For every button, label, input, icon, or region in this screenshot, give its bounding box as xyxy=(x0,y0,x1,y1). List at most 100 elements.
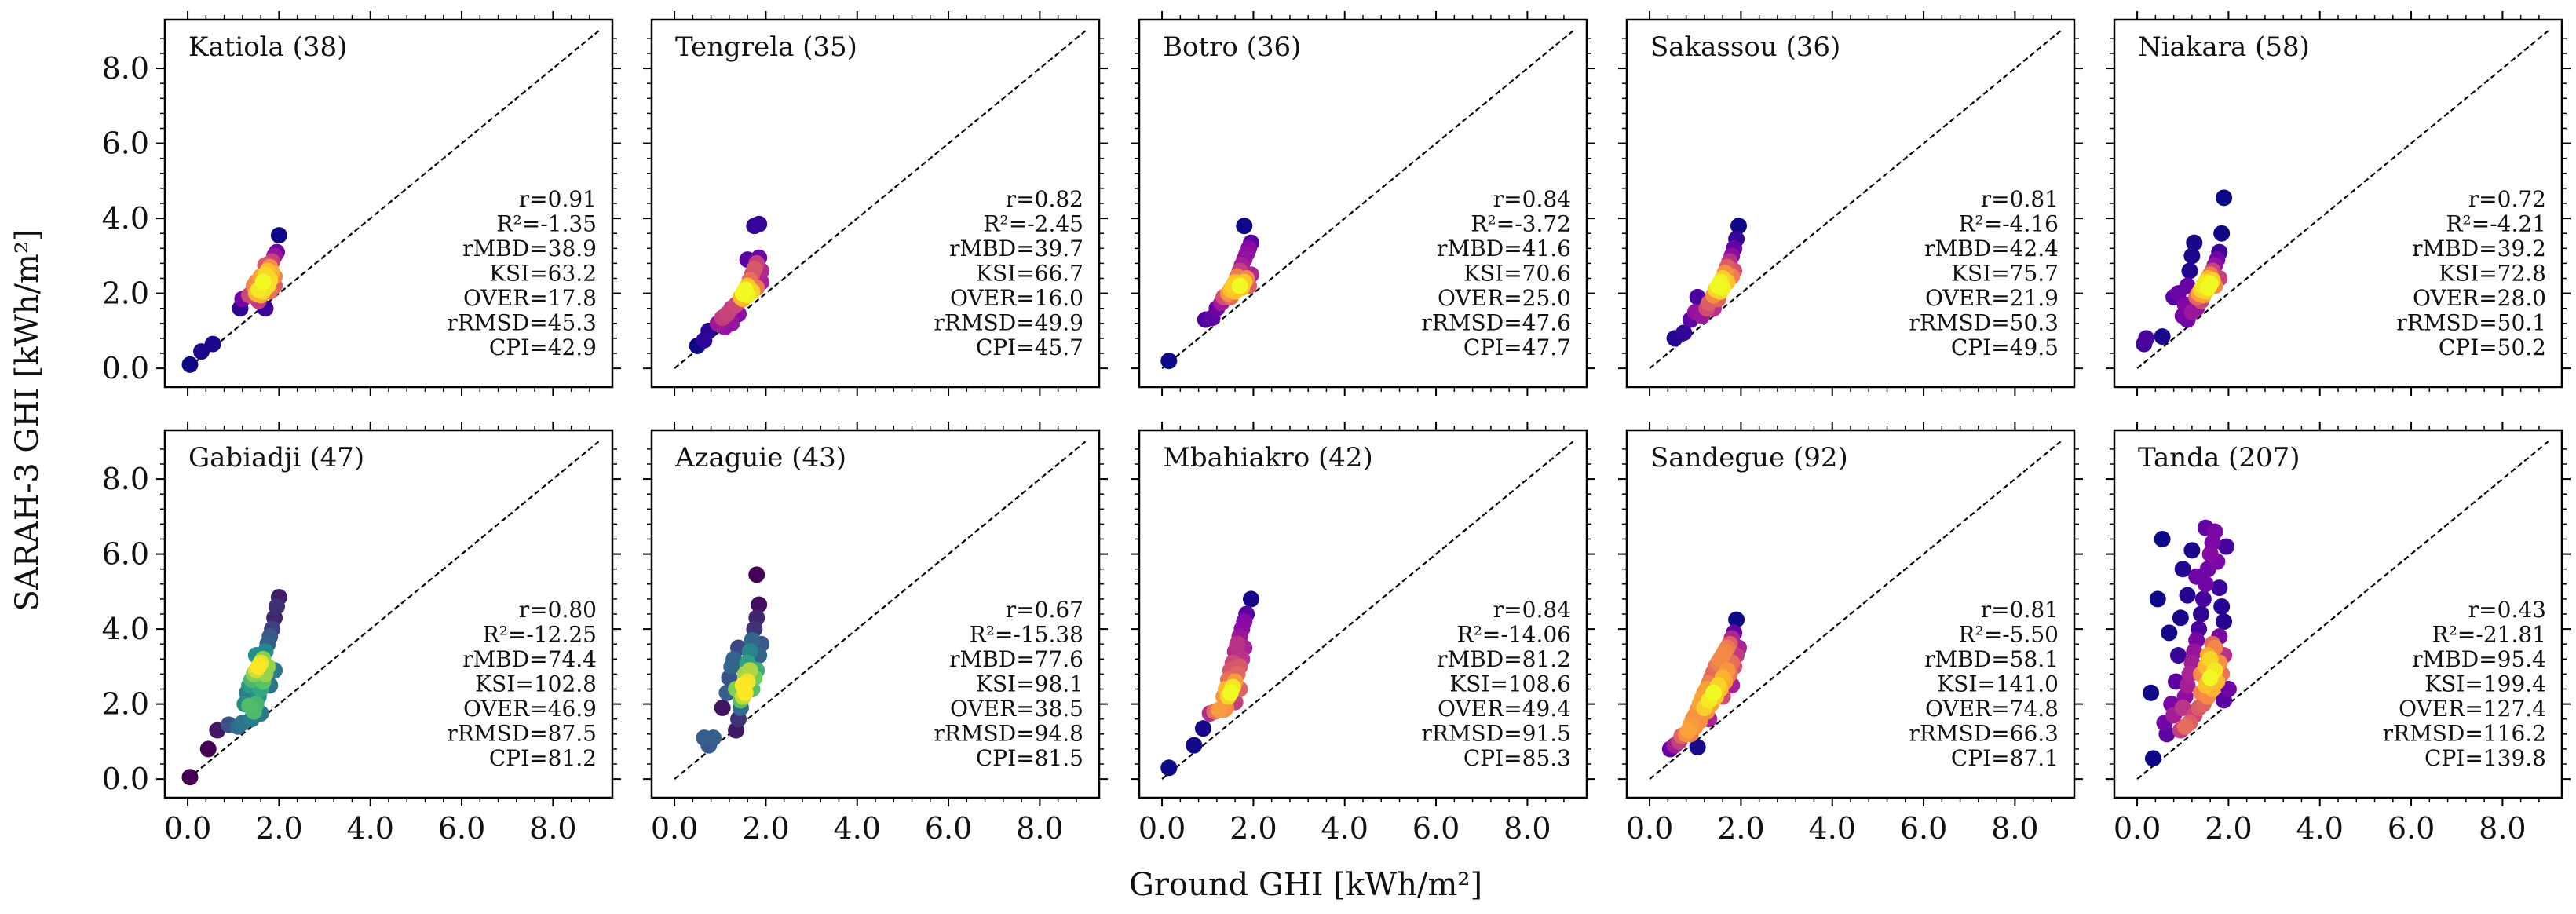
stat-line: rMBD=39.7 xyxy=(949,236,1083,261)
stat-line: OVER=38.5 xyxy=(950,696,1083,722)
data-point xyxy=(1728,611,1745,628)
x-tick-label: 8.0 xyxy=(529,811,576,846)
stat-line: r=0.81 xyxy=(1981,597,2059,623)
data-point xyxy=(714,699,731,716)
x-tick-label: 6.0 xyxy=(1412,811,1460,846)
data-point xyxy=(2172,609,2189,627)
stat-line: OVER=21.9 xyxy=(1925,285,2059,311)
data-point xyxy=(2201,669,2219,686)
stat-line: R²=-4.21 xyxy=(2446,211,2546,237)
x-tick-label: 6.0 xyxy=(1900,811,1947,846)
stat-line: R²=-2.45 xyxy=(983,211,1083,237)
stat-line: r=0.67 xyxy=(1006,597,1083,623)
stat-line: rRMSD=50.3 xyxy=(1909,310,2059,336)
x-tick-label: 2.0 xyxy=(1230,811,1277,846)
data-point xyxy=(734,677,751,694)
stat-line: KSI=108.6 xyxy=(1449,671,1571,697)
one-to-one-line xyxy=(1649,441,2062,780)
stat-line: rMBD=42.4 xyxy=(1924,236,2059,261)
stat-line: R²=-14.06 xyxy=(1457,622,1571,648)
panel-6: 0.0 2.0 4.0 6.0 8.0 Azaguie (43) r=0.67R²=-15.… xyxy=(643,422,1108,846)
data-point xyxy=(1160,353,1178,370)
stat-line: r=0.43 xyxy=(2468,597,2546,623)
stat-line: rRMSD=45.3 xyxy=(447,310,597,336)
y-tick-label: 2.0 xyxy=(102,687,149,722)
stat-line: CPI=139.8 xyxy=(2424,745,2546,771)
stat-line: CPI=50.2 xyxy=(2439,335,2546,360)
stat-line: OVER=17.8 xyxy=(463,285,597,311)
stat-line: rRMSD=49.9 xyxy=(934,310,1083,336)
stat-line: OVER=127.4 xyxy=(2399,696,2546,722)
data-point xyxy=(751,596,768,613)
stat-line: CPI=45.7 xyxy=(976,335,1083,360)
panel-5: 0.0 2.0 4.0 6.0 8.0 0.0 2.0 4.0 6.0 8.0 Gabiadji (… xyxy=(102,422,621,846)
stat-line: rRMSD=47.6 xyxy=(1421,310,1571,336)
panel-title: Sandegue (92) xyxy=(1650,442,1848,473)
panel-9: 0.0 2.0 4.0 6.0 8.0 Tanda (207) r=0.43R²=-21.8… xyxy=(2106,422,2571,846)
data-point xyxy=(1675,324,1693,342)
stat-line: KSI=70.6 xyxy=(1463,261,1571,287)
y-tick-label: 6.0 xyxy=(102,126,149,161)
stat-line: r=0.72 xyxy=(2468,186,2546,212)
stat-line: OVER=74.8 xyxy=(1925,696,2059,722)
stat-line: CPI=81.2 xyxy=(489,745,597,771)
data-point xyxy=(2211,579,2228,597)
panel-title: Niakara (58) xyxy=(2138,31,2310,63)
data-point xyxy=(2149,590,2166,608)
data-point xyxy=(2194,590,2212,608)
stat-line: rMBD=81.2 xyxy=(1437,646,1571,672)
x-tick-label: 2.0 xyxy=(1717,811,1764,846)
stat-line: OVER=46.9 xyxy=(463,696,597,722)
stat-line: KSI=66.7 xyxy=(976,261,1083,287)
panel-title: Katiola (38) xyxy=(188,31,347,63)
stat-line: r=0.82 xyxy=(1006,186,1083,212)
x-tick-label: 6.0 xyxy=(2388,811,2435,846)
x-tick-label: 6.0 xyxy=(438,811,485,846)
panel-0: 0.0 2.0 4.0 6.0 8.0 Katiola (38) r=0.91R²=-1.3… xyxy=(102,11,621,396)
data-point xyxy=(2218,538,2234,555)
x-tick-label: 2.0 xyxy=(742,811,789,846)
data-point xyxy=(2213,598,2231,615)
x-tick-label: 0.0 xyxy=(651,811,698,846)
data-point xyxy=(2154,530,2171,547)
data-point xyxy=(241,697,258,715)
stat-line: OVER=16.0 xyxy=(950,285,1083,311)
panel-title: Mbahiakro (42) xyxy=(1163,442,1373,473)
data-point xyxy=(2201,546,2219,563)
stat-line: CPI=87.1 xyxy=(1951,745,2059,771)
stat-line: KSI=75.7 xyxy=(1951,261,2059,287)
data-point xyxy=(254,273,272,291)
data-point xyxy=(2138,330,2155,347)
data-point xyxy=(1160,759,1178,777)
y-tick-label: 0.0 xyxy=(102,762,149,796)
stat-line: rRMSD=87.5 xyxy=(447,721,597,747)
data-point xyxy=(2154,328,2171,345)
y-tick-label: 6.0 xyxy=(102,537,149,572)
panel-title: Sakassou (36) xyxy=(1650,31,1840,63)
one-to-one-line xyxy=(1161,30,1574,369)
x-tick-label: 0.0 xyxy=(1626,811,1673,846)
panel-8: 0.0 2.0 4.0 6.0 8.0 Sandegue (92) r=0.81R²=-5.… xyxy=(1618,422,2083,846)
data-point xyxy=(2193,605,2210,623)
stat-line: CPI=47.7 xyxy=(1463,335,1571,360)
stat-line: KSI=141.0 xyxy=(1937,671,2059,697)
panel-4: Niakara (58) r=0.72R²=-4.21rMBD=39.2KSI=7… xyxy=(2106,11,2571,396)
y-tick-label: 8.0 xyxy=(102,462,149,496)
stat-line: OVER=28.0 xyxy=(2413,285,2546,311)
one-to-one-line xyxy=(187,30,600,369)
x-tick-label: 4.0 xyxy=(347,811,394,846)
x-tick-label: 8.0 xyxy=(2479,811,2526,846)
data-point xyxy=(2143,684,2160,701)
data-point xyxy=(2183,542,2201,559)
one-to-one-line xyxy=(2136,441,2549,780)
y-axis-title: SARAH-3 GHI [kWh/m²] xyxy=(9,229,46,612)
data-point xyxy=(1243,590,1259,608)
x-tick-label: 4.0 xyxy=(2296,811,2344,846)
data-point xyxy=(1231,277,1248,294)
stat-line: rMBD=41.6 xyxy=(1437,236,1571,261)
stat-line: rRMSD=66.3 xyxy=(1909,721,2059,747)
data-point xyxy=(748,566,765,583)
data-point xyxy=(181,356,199,373)
data-point xyxy=(746,218,763,235)
